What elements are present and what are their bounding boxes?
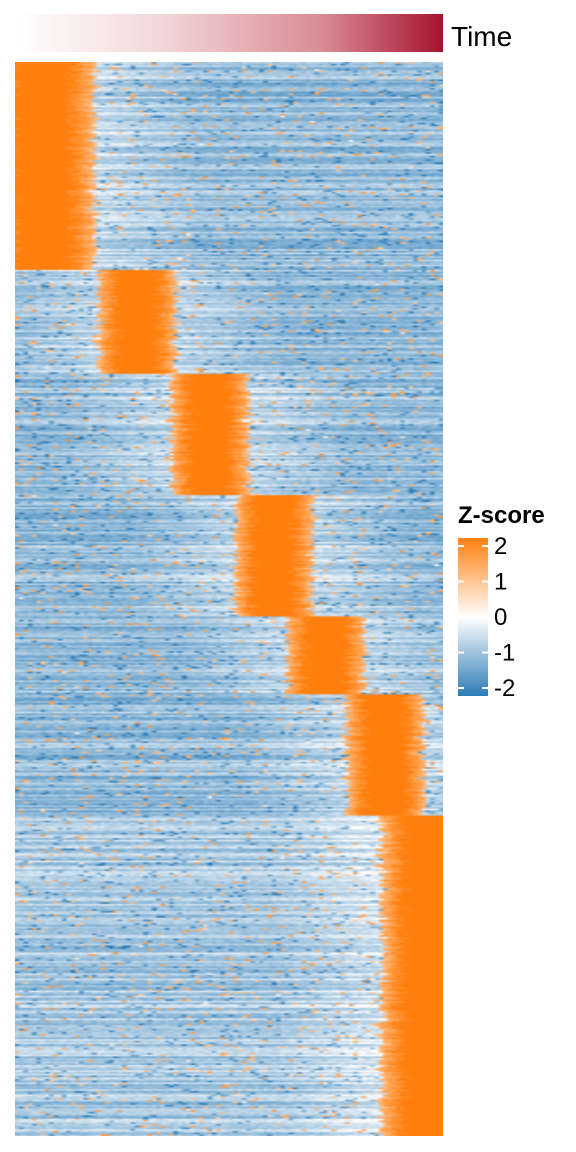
time-label: Time <box>451 21 512 52</box>
legend-tick-label: 1 <box>494 569 507 596</box>
legend-tick-label: -1 <box>494 640 515 667</box>
legend-tick-label: -2 <box>494 675 515 702</box>
time-gradient-bar <box>15 14 443 52</box>
time-annotation: Time <box>15 14 512 52</box>
zscore-legend: Z-score 2 1 0 -1 -2 <box>458 502 545 702</box>
legend-title: Z-score <box>458 502 545 529</box>
heatmap-grid <box>15 62 443 1136</box>
legend-ticks: 2 1 0 -1 -2 <box>458 533 515 702</box>
legend-tick-label: 2 <box>494 533 507 560</box>
legend-tick-label: 0 <box>494 604 507 631</box>
heatmap-cells <box>15 62 443 1136</box>
